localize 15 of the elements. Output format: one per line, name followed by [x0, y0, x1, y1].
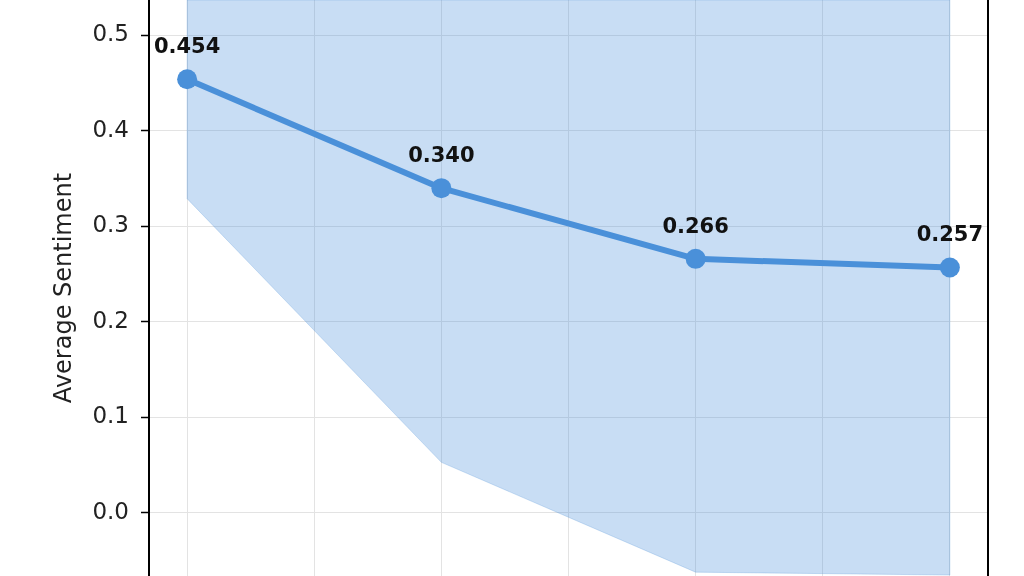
point	[177, 69, 198, 90]
y-tick-label: 0.5	[92, 20, 129, 47]
data-label: 0.454	[153, 34, 221, 59]
y-tick-label: 0.0	[92, 497, 129, 524]
y-tick-label: 0.2	[92, 306, 129, 333]
y-axis-title: Average Sentiment	[48, 172, 77, 404]
data-label: 0.257	[916, 222, 984, 247]
y-tick-label: 0.1	[92, 402, 129, 429]
data-label: 0.340	[408, 143, 475, 168]
y-tick-label: 0.3	[92, 211, 129, 238]
point	[939, 257, 960, 278]
point	[431, 178, 452, 199]
y-tick-label: 0.4	[92, 115, 129, 142]
data-label: 0.266	[662, 213, 729, 238]
point	[685, 248, 706, 269]
